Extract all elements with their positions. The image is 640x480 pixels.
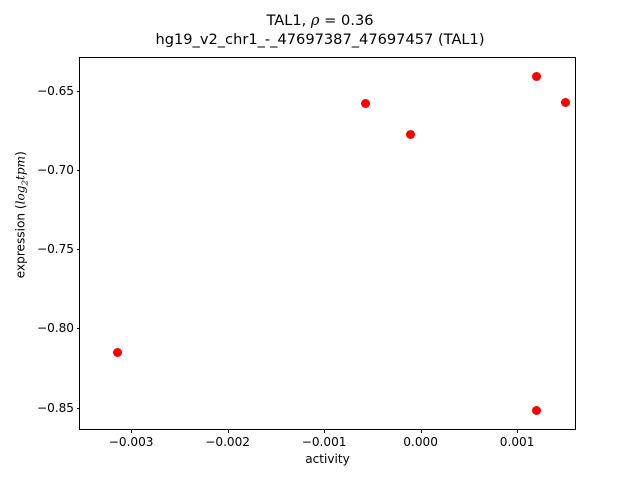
- x-axis-tick-label: 0.000: [403, 435, 438, 449]
- scatter-point: [531, 71, 541, 81]
- x-axis-tick-label: −0.002: [205, 435, 251, 449]
- scatter-point: [531, 406, 541, 416]
- rho-symbol: ρ: [310, 12, 320, 29]
- x-axis-tick: [324, 429, 326, 433]
- y-axis-tick-label: −0.70: [36, 162, 74, 177]
- plot-data-area: [80, 58, 575, 429]
- x-axis-tick: [227, 429, 229, 433]
- x-axis-label: activity: [305, 452, 350, 466]
- x-axis-tick: [420, 429, 422, 433]
- y-axis-tick: [76, 90, 80, 92]
- y-axis-tick-label: −0.75: [36, 242, 74, 257]
- y-axis-tick: [76, 328, 80, 330]
- y-axis-tick-label: −0.80: [36, 321, 74, 336]
- scatter-point: [361, 99, 371, 109]
- scatter-point: [113, 347, 123, 357]
- y-axis-label: expression (log2tpm): [13, 151, 31, 279]
- x-axis-tick-label: 0.001: [499, 435, 535, 449]
- x-axis-tick-label: −0.001: [301, 435, 347, 449]
- y-axis-tick: [76, 407, 80, 409]
- x-axis-tick: [131, 429, 133, 433]
- rho-value: 0.36: [341, 12, 374, 29]
- scatter-point: [560, 97, 570, 107]
- y-axis-tick: [76, 249, 80, 251]
- x-axis-tick-label: −0.003: [108, 435, 154, 449]
- y-axis-tick-label: −0.65: [36, 83, 74, 98]
- y-axis-tick-label: −0.85: [36, 400, 74, 415]
- chart-title-line-2: hg19_v2_chr1_-_47697387_47697457 (TAL1): [155, 31, 485, 48]
- x-axis-tick: [517, 429, 519, 433]
- y-axis-tick: [76, 169, 80, 171]
- scatter-point: [405, 129, 415, 139]
- chart-title: TAL1, ρ = 0.36 hg19_v2_chr1_-_47697387_4…: [0, 11, 640, 49]
- plot-axes: −0.003 −0.002 −0.001 0.000 0.001 −0.65 −0.70 −0…: [37, 57, 576, 449]
- chart-title-line-1: TAL1, ρ = 0.36: [266, 12, 374, 29]
